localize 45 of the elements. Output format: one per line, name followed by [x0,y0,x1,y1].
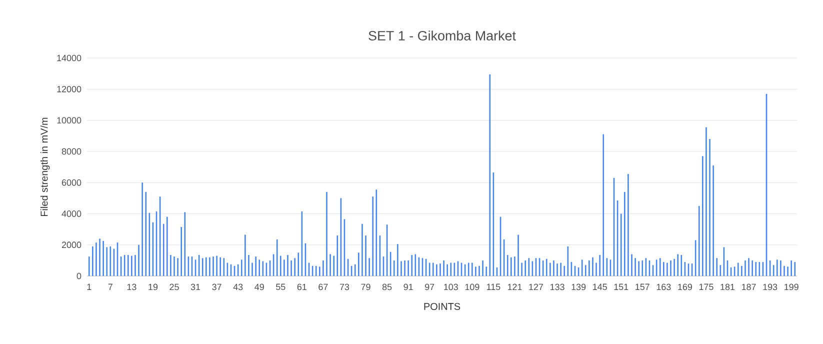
x-tick-label: 31 [190,284,200,290]
x-tick-label: 169 [678,284,692,290]
x-tick-label: 145 [593,284,607,290]
y-tick-label: 4000 [62,210,82,217]
y-tick-label: 0 [76,272,82,280]
y-tick-label: 10000 [57,117,82,124]
y-tick-label: 8000 [62,148,82,155]
x-tick-label: 25 [170,284,179,290]
x-tick-label: 85 [382,284,392,290]
y-tick-label: 12000 [57,86,82,92]
x-tick-label: 199 [784,284,798,290]
x-tick-label: 67 [318,284,328,290]
x-tick-label: 1 [87,284,92,290]
y-tick-label: 6000 [62,179,82,186]
x-tick-label: 61 [297,284,306,290]
x-tick-label: 187 [742,284,756,290]
x-tick-label: 115 [486,284,500,290]
x-axis-title: POINTS [424,302,460,310]
x-tick-label: 151 [614,284,628,290]
y-axis-title: Filed strength in mV/m [40,118,50,216]
x-tick-label: 157 [636,284,650,290]
x-tick-label: 37 [212,284,222,290]
x-tick-label: 181 [720,284,735,290]
y-tick-label: 2000 [62,242,82,248]
x-tick-label: 13 [127,284,136,290]
x-tick-label: 91 [404,284,413,290]
x-tick-label: 43 [233,284,243,290]
x-tick-label: 121 [508,284,522,290]
x-tick-label: 49 [254,284,264,290]
x-tick-label: 19 [148,284,158,290]
x-tick-label: 133 [550,284,564,290]
x-tick-label: 163 [656,284,671,290]
x-tick-label: 79 [361,284,370,290]
x-tick-label: 175 [699,284,714,290]
x-tick-label: 127 [529,284,544,290]
x-tick-label: 97 [425,284,434,290]
x-tick-label: 109 [465,284,480,290]
x-tick-label: 7 [108,284,112,290]
x-tick-label: 55 [276,284,286,290]
x-tick-label: 103 [444,284,458,290]
x-tick-label: 193 [763,284,778,290]
x-tick-label: 139 [572,284,586,290]
chart-title: SET 1 - Gikomba Market [368,30,516,40]
y-tick-label: 14000 [57,54,82,62]
x-tick-label: 73 [340,284,350,290]
